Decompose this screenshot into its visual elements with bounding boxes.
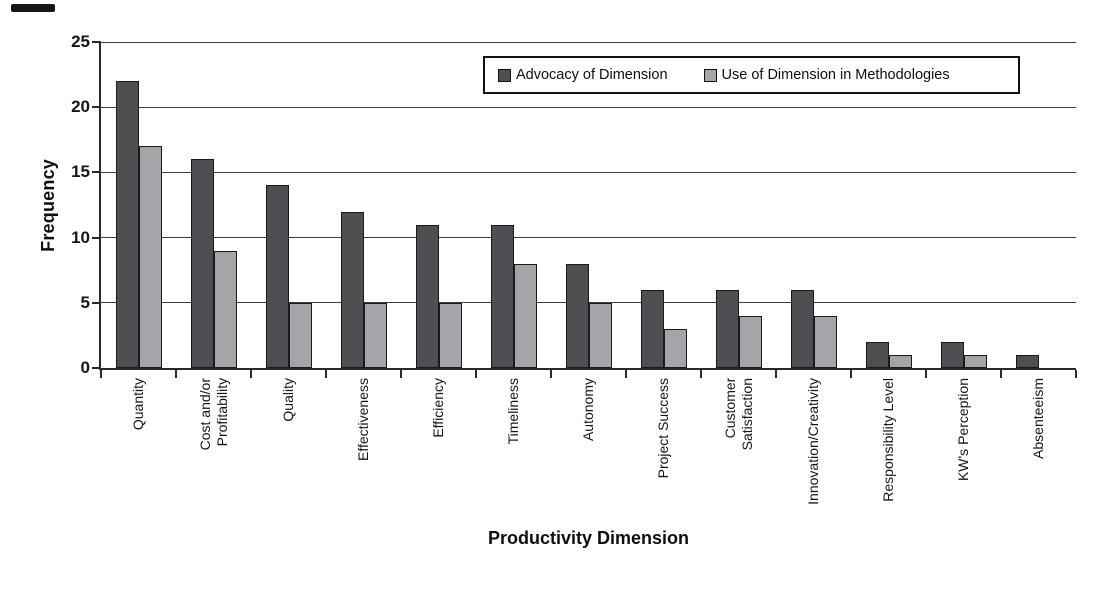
y-tick-label-20: 20 bbox=[71, 97, 90, 117]
y-tick-label-15: 15 bbox=[71, 162, 90, 182]
y-tick-5 bbox=[92, 301, 101, 304]
bar-use-11 bbox=[889, 354, 912, 368]
category-label: Timeliness bbox=[505, 378, 522, 445]
bar-advocacy-8 bbox=[641, 289, 664, 368]
top-left-artifact-mark bbox=[11, 4, 55, 12]
y-tick-label-25: 25 bbox=[71, 32, 90, 51]
bar-advocacy-6 bbox=[491, 224, 514, 368]
bar-advocacy-1 bbox=[116, 81, 139, 368]
bar-use-6 bbox=[514, 263, 537, 368]
category-label: Quality bbox=[280, 378, 297, 422]
category-label: KW's Perception bbox=[955, 378, 972, 482]
bar-advocacy-4 bbox=[341, 211, 364, 368]
bar-use-3 bbox=[289, 302, 312, 368]
legend-label-use-in-methodologies: Use of Dimension in Methodologies bbox=[721, 67, 950, 83]
bar-advocacy-9 bbox=[716, 289, 739, 368]
gridline-y-25 bbox=[101, 41, 1076, 43]
category-label-cell-5: Efficiency bbox=[401, 378, 476, 538]
x-tick-8 bbox=[700, 370, 702, 378]
y-axis-title-wrap: Frequency bbox=[34, 42, 62, 368]
category-label-cell-2: Cost and/or Profitability bbox=[176, 378, 251, 538]
category-label-cell-7: Autonomy bbox=[551, 378, 626, 538]
x-axis-title: Productivity Dimension bbox=[487, 528, 690, 548]
x-tick-0 bbox=[100, 370, 102, 378]
x-tick-12 bbox=[1000, 370, 1002, 378]
x-tick-5 bbox=[475, 370, 477, 378]
category-label-cell-11: Responsibility Level bbox=[851, 378, 926, 538]
bar-use-2 bbox=[214, 250, 237, 368]
category-label: Effectiveness bbox=[355, 378, 372, 462]
category-label: Absenteeism bbox=[1030, 378, 1047, 459]
x-tick-1 bbox=[175, 370, 177, 378]
category-label-cell-10: Innovation/Creativity bbox=[776, 378, 851, 538]
category-label-cell-6: Timeliness bbox=[476, 378, 551, 538]
x-tick-7 bbox=[625, 370, 627, 378]
bar-advocacy-3 bbox=[266, 185, 289, 368]
category-label-cell-13: Absenteeism bbox=[1001, 378, 1076, 538]
x-axis-line bbox=[99, 368, 1076, 370]
category-label-cell-1: Quantity bbox=[101, 378, 176, 538]
bar-advocacy-2 bbox=[191, 159, 214, 368]
category-label: Cost and/or Profitability bbox=[196, 378, 230, 451]
category-label: Quantity bbox=[130, 378, 147, 431]
y-tick-15 bbox=[92, 171, 101, 174]
x-tick-4 bbox=[400, 370, 402, 378]
bar-use-10 bbox=[814, 315, 837, 368]
category-label-cell-9: Customer Satisfaction bbox=[701, 378, 776, 538]
category-label: Responsibility Level bbox=[880, 378, 897, 502]
gridline-y-10 bbox=[101, 237, 1076, 239]
y-tick-25 bbox=[92, 41, 101, 43]
x-tick-13 bbox=[1075, 370, 1077, 378]
category-label: Autonomy bbox=[580, 378, 597, 442]
y-tick-label-10: 10 bbox=[71, 227, 90, 247]
category-label: Project Success bbox=[655, 378, 672, 479]
y-tick-0 bbox=[92, 367, 101, 369]
category-label: Customer Satisfaction bbox=[721, 378, 755, 451]
x-tick-10 bbox=[850, 370, 852, 378]
x-tick-6 bbox=[550, 370, 552, 378]
bar-advocacy-13 bbox=[1016, 354, 1039, 368]
bar-use-7 bbox=[589, 302, 612, 368]
legend-swatch-use-in-methodologies bbox=[703, 68, 717, 82]
gridline-y-20 bbox=[101, 106, 1076, 108]
category-label: Innovation/Creativity bbox=[805, 378, 822, 505]
bar-use-4 bbox=[364, 302, 387, 368]
category-label-cell-3: Quality bbox=[251, 378, 326, 538]
legend-label-advocacy: Advocacy of Dimension bbox=[516, 67, 668, 83]
legend: Advocacy of Dimension Use of Dimension i… bbox=[483, 56, 1020, 94]
y-axis-line bbox=[99, 42, 101, 370]
bar-advocacy-11 bbox=[866, 341, 889, 368]
x-tick-3 bbox=[325, 370, 327, 378]
bar-use-8 bbox=[664, 328, 687, 368]
legend-swatch-advocacy bbox=[498, 68, 511, 82]
bar-use-9 bbox=[739, 315, 762, 368]
y-tick-label-0: 0 bbox=[80, 358, 90, 377]
x-tick-11 bbox=[925, 370, 927, 378]
bar-advocacy-7 bbox=[566, 263, 589, 368]
x-tick-2 bbox=[250, 370, 252, 378]
bar-advocacy-5 bbox=[416, 224, 439, 368]
bar-use-12 bbox=[964, 354, 987, 368]
bar-advocacy-12 bbox=[941, 341, 964, 368]
bar-advocacy-10 bbox=[791, 289, 814, 368]
y-tick-label-5: 5 bbox=[80, 292, 90, 312]
bar-use-1 bbox=[139, 146, 162, 368]
x-tick-9 bbox=[775, 370, 777, 378]
y-tick-10 bbox=[92, 236, 101, 239]
category-label-cell-12: KW's Perception bbox=[926, 378, 1001, 538]
bar-use-5 bbox=[439, 302, 462, 368]
category-label-cell-8: Project Success bbox=[626, 378, 701, 538]
category-label-cell-4: Effectiveness bbox=[326, 378, 401, 538]
gridline-y-15 bbox=[101, 171, 1076, 173]
y-tick-20 bbox=[92, 106, 101, 109]
category-label: Efficiency bbox=[430, 378, 447, 438]
